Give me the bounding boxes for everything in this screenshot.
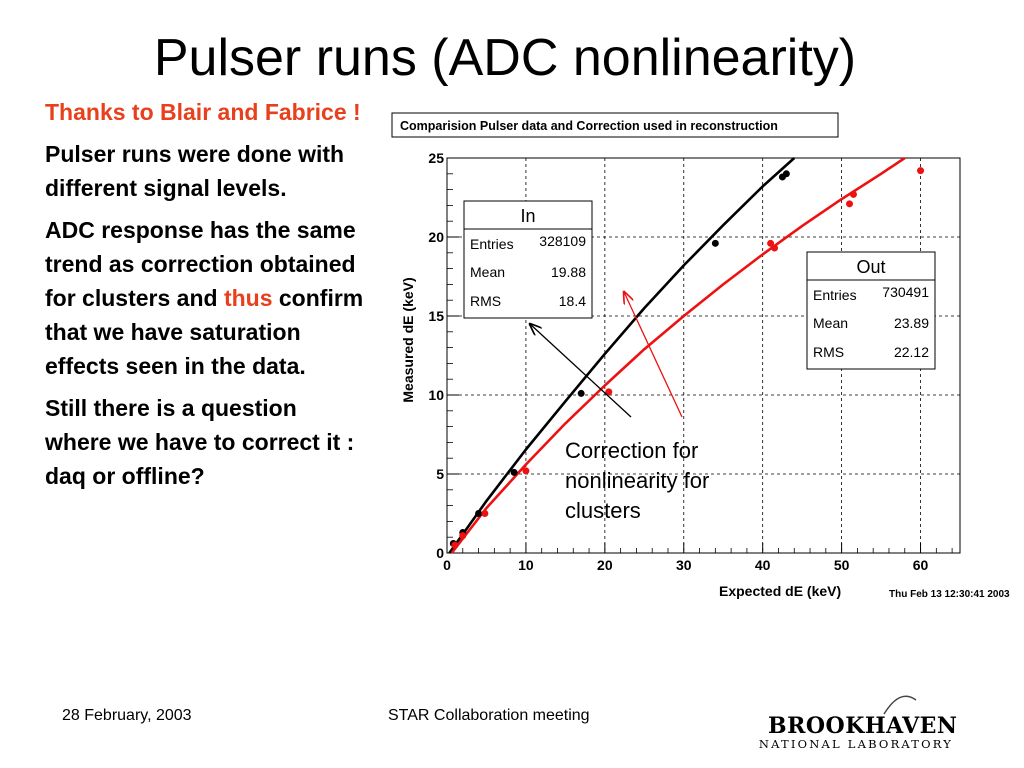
stat-box-out-title: Out [856, 257, 885, 277]
adc-response-text-part1: ADC response has the same trend as corre… [45, 217, 356, 311]
plot-frame [446, 157, 961, 554]
stat-label: RMS [813, 344, 844, 360]
axis-ticks: 0 10 20 30 40 50 60 0 5 10 15 20 25 [428, 150, 953, 573]
logo-sub: NATIONAL LABORATORY [758, 737, 954, 751]
stat-value: 19.88 [551, 264, 586, 280]
stat-value: 22.12 [894, 344, 929, 360]
data-point-out [481, 510, 489, 517]
data-point-out [767, 239, 775, 247]
footer-meeting: STAR Collaboration meeting [388, 707, 590, 724]
data-point-out [917, 167, 925, 175]
data-points [449, 167, 925, 549]
x-tick-label: 60 [913, 557, 929, 573]
data-point-in [711, 239, 719, 247]
data-point-out [849, 190, 857, 198]
annotation-text: Correction for nonlinearity for clusters [565, 438, 710, 523]
adc-response-text-part2: confirm that we have saturation effects … [45, 285, 364, 379]
annotation-arrow-black [530, 324, 632, 418]
data-point-out [771, 244, 779, 252]
x-tick-label: 0 [443, 557, 451, 573]
timestamp: Thu Feb 13 12:30:41 2003 [889, 589, 1010, 600]
x-tick-label: 30 [676, 557, 692, 573]
data-point-in [782, 170, 790, 178]
annotation-arrow-red [624, 292, 683, 418]
bullet-text-block: Thanks to Blair and Fabrice ! Pulser run… [45, 95, 365, 501]
fit-curve-in [448, 157, 796, 554]
stat-label: Mean [470, 264, 505, 280]
question-text: Still there is a question where we have … [45, 395, 355, 489]
x-tick-label: 40 [755, 557, 771, 573]
x-tick-label: 10 [518, 557, 534, 573]
stat-box-out: Out Entries 730491 Mean 23.89 RMS 22.12 [806, 251, 936, 370]
logo-arc-icon [883, 695, 917, 715]
slide-title: Pulser runs (ADC nonlinearity) [153, 29, 857, 87]
y-tick-label: 25 [428, 150, 444, 166]
stat-value: 18.4 [559, 293, 586, 309]
pulser-comparison-chart: Comparision Pulser data and Correction u… [391, 112, 1010, 600]
stat-label: Entries [813, 287, 857, 303]
stat-box-in: In Entries 328109 Mean 19.88 RMS 18.4 [463, 200, 593, 319]
stat-label: RMS [470, 293, 501, 309]
stat-value: 23.89 [894, 315, 929, 331]
thanks-text: Thanks to Blair and Fabrice ! [45, 99, 361, 125]
data-point-out [451, 541, 459, 549]
y-tick-label: 10 [428, 387, 444, 403]
adc-response-text: ADC response has the same trend as corre… [45, 213, 365, 383]
stat-box-in-title: In [520, 206, 535, 226]
data-point-in [577, 389, 585, 397]
logo-main: BROOKHAVEN [768, 713, 958, 739]
data-point-out [459, 532, 467, 540]
y-tick-label: 15 [428, 308, 444, 324]
data-point-out [846, 200, 854, 208]
y-tick-label: 0 [436, 545, 444, 561]
data-point-in [510, 468, 518, 476]
thus-highlight: thus [223, 285, 273, 311]
stat-label: Mean [813, 315, 848, 331]
x-tick-label: 20 [597, 557, 613, 573]
y-tick-label: 5 [436, 466, 444, 482]
data-point-out [522, 467, 530, 475]
data-point-out [605, 388, 613, 396]
chart-title-box [391, 112, 839, 138]
footer-date: 28 February, 2003 [62, 707, 192, 724]
pulser-runs-text: Pulser runs were done with different sig… [45, 141, 345, 201]
x-tick-label: 50 [834, 557, 850, 573]
chart-title: Comparision Pulser data and Correction u… [400, 119, 778, 133]
stat-value: 328109 [539, 233, 586, 249]
fit-curve-out [450, 156, 906, 554]
stat-value: 730491 [882, 284, 929, 300]
y-tick-label: 20 [428, 229, 444, 245]
stat-label: Entries [470, 236, 514, 252]
x-axis-label: Expected dE (keV) [719, 583, 841, 599]
data-point-in [475, 510, 483, 517]
y-axis-label: Measured dE (keV) [400, 277, 416, 402]
fit-curves [448, 156, 906, 554]
